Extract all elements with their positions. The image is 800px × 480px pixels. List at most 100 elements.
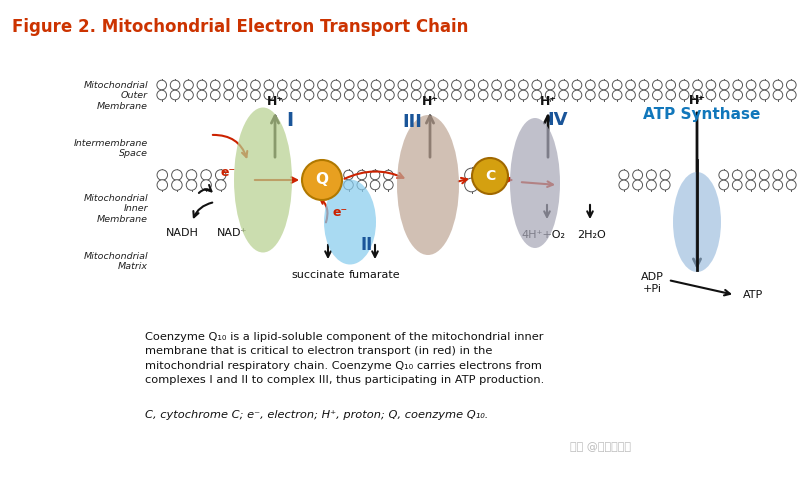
- Circle shape: [719, 90, 729, 100]
- Text: ​C, cytochrome C; e⁻, electron; H⁺, proton; Q, coenzyme Q₁₀.: ​C, cytochrome C; e⁻, electron; H⁺, prot…: [145, 410, 488, 420]
- Circle shape: [572, 80, 582, 90]
- Circle shape: [679, 90, 689, 100]
- Circle shape: [370, 180, 380, 190]
- Circle shape: [317, 170, 326, 180]
- Circle shape: [331, 80, 341, 90]
- Text: IV: IV: [548, 111, 568, 129]
- Circle shape: [385, 90, 394, 100]
- Circle shape: [170, 80, 180, 90]
- Circle shape: [197, 80, 206, 90]
- Circle shape: [484, 178, 498, 192]
- Circle shape: [732, 180, 742, 190]
- Circle shape: [465, 80, 474, 90]
- Circle shape: [478, 90, 488, 100]
- Circle shape: [719, 80, 729, 90]
- Circle shape: [331, 90, 341, 100]
- Text: H⁺: H⁺: [539, 95, 557, 108]
- Circle shape: [546, 80, 555, 90]
- Circle shape: [330, 180, 340, 190]
- Circle shape: [371, 80, 381, 90]
- Text: Figure 2. Mitochondrial Electron Transport Chain: Figure 2. Mitochondrial Electron Transpo…: [12, 18, 468, 36]
- Circle shape: [660, 180, 670, 190]
- Circle shape: [345, 80, 354, 90]
- Text: Q: Q: [315, 172, 329, 188]
- Text: e⁻: e⁻: [333, 205, 347, 218]
- Circle shape: [599, 80, 609, 90]
- Circle shape: [546, 90, 555, 100]
- Circle shape: [302, 160, 342, 200]
- Circle shape: [484, 168, 498, 182]
- Circle shape: [357, 170, 366, 180]
- Circle shape: [639, 90, 649, 100]
- Text: succinate: succinate: [291, 270, 345, 280]
- Circle shape: [558, 90, 568, 100]
- Text: ATP Synthase: ATP Synthase: [642, 108, 760, 122]
- Circle shape: [186, 180, 197, 190]
- Circle shape: [558, 80, 568, 90]
- Circle shape: [438, 80, 448, 90]
- Ellipse shape: [510, 118, 560, 248]
- Text: C: C: [485, 169, 495, 183]
- Circle shape: [719, 170, 729, 180]
- Circle shape: [786, 180, 796, 190]
- Circle shape: [215, 180, 226, 190]
- Circle shape: [197, 90, 206, 100]
- Circle shape: [398, 80, 408, 90]
- Text: 知乎 @手抖毛大夫: 知乎 @手抖毛大夫: [570, 442, 631, 452]
- Circle shape: [304, 90, 314, 100]
- Circle shape: [184, 80, 194, 90]
- Circle shape: [157, 80, 166, 90]
- Circle shape: [170, 90, 180, 100]
- Circle shape: [278, 80, 287, 90]
- Circle shape: [505, 80, 515, 90]
- Text: ATP: ATP: [743, 290, 763, 300]
- Circle shape: [773, 170, 782, 180]
- Circle shape: [411, 80, 421, 90]
- Circle shape: [760, 90, 770, 100]
- Circle shape: [264, 80, 274, 90]
- Circle shape: [291, 90, 301, 100]
- Circle shape: [633, 170, 642, 180]
- Circle shape: [518, 90, 528, 100]
- Circle shape: [773, 80, 782, 90]
- Circle shape: [238, 90, 247, 100]
- Circle shape: [773, 90, 782, 100]
- Circle shape: [172, 180, 182, 190]
- Circle shape: [184, 90, 194, 100]
- Circle shape: [411, 90, 421, 100]
- Text: Mitochondrial
Matrix: Mitochondrial Matrix: [83, 252, 148, 271]
- Circle shape: [599, 90, 609, 100]
- Circle shape: [746, 90, 756, 100]
- Circle shape: [586, 80, 595, 90]
- Ellipse shape: [673, 172, 721, 272]
- Text: NAD⁺: NAD⁺: [217, 228, 247, 238]
- Circle shape: [653, 90, 662, 100]
- Circle shape: [746, 80, 756, 90]
- Circle shape: [786, 90, 796, 100]
- Circle shape: [370, 170, 380, 180]
- Circle shape: [532, 80, 542, 90]
- Circle shape: [666, 80, 675, 90]
- Circle shape: [291, 80, 301, 90]
- Circle shape: [186, 170, 197, 180]
- Circle shape: [157, 90, 166, 100]
- Circle shape: [465, 168, 478, 182]
- Circle shape: [451, 90, 462, 100]
- Circle shape: [505, 90, 515, 100]
- Circle shape: [318, 90, 327, 100]
- Circle shape: [224, 90, 234, 100]
- Circle shape: [706, 90, 716, 100]
- Text: H⁺: H⁺: [422, 95, 438, 108]
- Circle shape: [492, 80, 502, 90]
- Circle shape: [612, 80, 622, 90]
- Circle shape: [201, 170, 211, 180]
- Circle shape: [304, 80, 314, 90]
- Text: 4H⁺+O₂: 4H⁺+O₂: [521, 230, 565, 240]
- Text: ADP
+Pi: ADP +Pi: [641, 272, 663, 294]
- Text: Coenzyme Q₁₀ is a lipid-soluble component of the mitochondrial inner
membrane th: Coenzyme Q₁₀ is a lipid-soluble componen…: [145, 332, 544, 385]
- Ellipse shape: [324, 180, 376, 264]
- Circle shape: [733, 80, 742, 90]
- Text: Intermembrane
Space: Intermembrane Space: [74, 139, 148, 158]
- Circle shape: [759, 180, 769, 190]
- Circle shape: [679, 80, 689, 90]
